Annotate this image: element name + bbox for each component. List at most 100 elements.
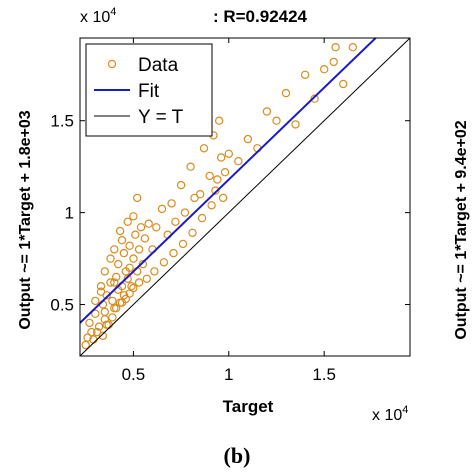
data-point xyxy=(129,283,138,293)
data-point xyxy=(123,274,132,283)
data-point xyxy=(106,278,115,287)
data-point xyxy=(123,217,132,226)
data-point xyxy=(262,107,272,116)
data-point xyxy=(125,263,134,272)
data-point xyxy=(214,116,224,125)
x-tick-label: 1.5 xyxy=(312,365,336,384)
data-point xyxy=(339,79,348,89)
data-point xyxy=(310,94,319,103)
data-point xyxy=(218,193,228,203)
data-point xyxy=(186,162,195,171)
data-point xyxy=(83,333,92,342)
data-point xyxy=(87,327,96,337)
x-axis-exponent: x 104 xyxy=(372,404,408,424)
data-point xyxy=(85,318,94,328)
data-point xyxy=(167,199,176,208)
data-point xyxy=(195,189,205,199)
data-point xyxy=(111,272,121,282)
data-point xyxy=(220,167,230,177)
data-point xyxy=(211,186,220,195)
data-point xyxy=(134,245,144,254)
data-point xyxy=(129,212,138,221)
data-point xyxy=(272,116,281,125)
figure-caption: (b) xyxy=(224,443,251,468)
data-point xyxy=(197,213,207,223)
right-y-axis-label: Output ~= 1*Target + 9.4e+02 xyxy=(453,120,470,339)
data-point xyxy=(136,223,146,232)
data-point xyxy=(127,282,136,291)
data-point xyxy=(157,204,167,214)
data-point xyxy=(91,309,100,318)
legend-data-marker xyxy=(107,59,117,69)
data-point xyxy=(117,235,127,245)
data-point xyxy=(96,282,106,291)
data-point xyxy=(152,223,161,232)
data-point xyxy=(110,278,119,287)
legend-entry-label: Y = T xyxy=(138,107,184,128)
data-point xyxy=(131,230,140,239)
data-point xyxy=(140,234,150,243)
data-point xyxy=(159,258,169,267)
data-point xyxy=(199,144,209,153)
data-point xyxy=(96,287,106,296)
lines-layer xyxy=(80,38,410,356)
data-point xyxy=(138,259,148,269)
data-point xyxy=(300,70,310,80)
data-point xyxy=(205,171,214,181)
data-point xyxy=(110,245,119,254)
data-point xyxy=(213,175,222,184)
data-point xyxy=(100,307,110,317)
x-axis-label: Target xyxy=(223,397,274,416)
data-point xyxy=(100,267,110,276)
data-point xyxy=(243,134,253,144)
data-point xyxy=(119,248,129,258)
legend: Data Fit Y = T xyxy=(85,43,213,137)
data-point xyxy=(171,217,180,226)
data-point xyxy=(125,289,134,298)
data-point xyxy=(142,274,151,283)
data-point xyxy=(81,340,90,350)
data-point xyxy=(113,259,123,269)
data-point xyxy=(281,88,291,98)
exponent-label: x 104 xyxy=(80,6,116,26)
identity-line xyxy=(80,38,410,356)
y-tick-label: 1 xyxy=(65,204,74,223)
data-point xyxy=(180,208,190,217)
ticks-layer: 0.5 1 1.5 0.5 1 1.5 xyxy=(50,38,410,384)
y-axis-label: Output ~= 1*Target + 1.8e+03 xyxy=(17,110,34,329)
x-tick-label: 0.5 xyxy=(122,365,146,384)
data-point xyxy=(234,156,243,166)
data-point xyxy=(108,313,117,322)
legend-entry-label: Fit xyxy=(138,81,160,102)
data-point xyxy=(91,296,100,306)
exponent-label: x 104 xyxy=(372,404,408,424)
data-point xyxy=(348,43,357,52)
data-point xyxy=(190,193,199,203)
legend-entry-label: Data xyxy=(138,55,179,76)
data-point xyxy=(115,226,125,236)
data-point xyxy=(108,296,117,306)
data-point xyxy=(291,120,300,129)
data-point xyxy=(188,228,197,237)
data-point xyxy=(129,254,138,263)
data-point xyxy=(106,254,115,263)
data-point xyxy=(150,267,159,276)
data-point xyxy=(98,331,108,340)
x-tick-label: 1 xyxy=(224,365,233,384)
data-point xyxy=(144,219,153,228)
plot-frame xyxy=(79,37,411,357)
data-point xyxy=(102,320,111,329)
data-point xyxy=(117,298,127,307)
data-point xyxy=(134,278,144,287)
data-point xyxy=(329,57,338,67)
y-axis-exponent: x 104 xyxy=(80,6,116,26)
data-point xyxy=(132,193,142,203)
chart-title: : R=0.92424 xyxy=(213,7,308,26)
data-point xyxy=(176,180,186,190)
data-point xyxy=(169,248,178,258)
data-point xyxy=(320,64,329,74)
data-point xyxy=(178,239,188,249)
data-point xyxy=(216,153,226,162)
data-point xyxy=(94,322,104,331)
